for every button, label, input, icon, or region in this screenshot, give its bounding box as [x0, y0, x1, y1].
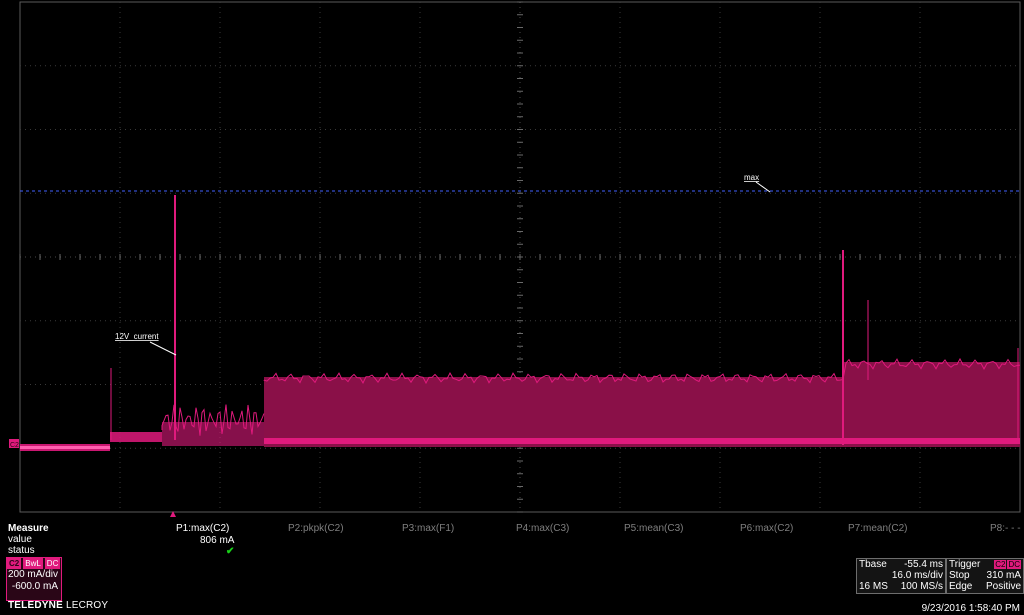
param-label: P4:max(C3): [516, 523, 570, 534]
c2-trace: [20, 195, 1021, 451]
param-label: P6:max(C2): [740, 523, 794, 534]
trigger-descriptor[interactable]: Trigger C2 DC Stop 310 mA Edge Positive: [946, 558, 1024, 594]
param-label: P5:mean(C3): [624, 523, 684, 534]
param-status-check-icon: ✔: [226, 546, 235, 557]
sample-rate: 100 MS/s: [900, 581, 943, 592]
trigger-mode: Stop: [949, 570, 970, 581]
max-cursor-label: max: [744, 173, 759, 182]
channel-name: C2: [7, 558, 22, 569]
trigger-position-marker[interactable]: [170, 511, 176, 517]
ground-marker[interactable]: [9, 439, 19, 448]
param-p1[interactable]: P1:max(C2) 806 mA ✔: [176, 523, 234, 557]
trigger-label: Trigger: [949, 559, 981, 570]
channel-offset: -600.0 mA: [11, 581, 58, 592]
param-label: P8:- - -: [990, 523, 1021, 534]
param-value: 806 mA: [200, 535, 235, 546]
max-cursor-pointer: [755, 181, 771, 193]
param-p7[interactable]: P7:mean(C2): [848, 523, 907, 534]
timebase-descriptor[interactable]: Tbase -55.4 ms 16.0 ms/div 16 MS 100 MS/…: [856, 558, 946, 594]
param-p3[interactable]: P3:max(F1): [402, 523, 454, 534]
bandwidth-limit-badge: BwL: [23, 558, 43, 569]
param-label: P3:max(F1): [402, 523, 455, 534]
trace-label: 12V_current: [115, 332, 159, 341]
channel-descriptor-c2[interactable]: C2 BwL DC 200 mA/div -600.0 mA: [6, 557, 62, 601]
param-label: P7:mean(C2): [848, 523, 908, 534]
timebase-delay: -55.4 ms: [904, 559, 943, 570]
teledyne-lecroy-logo: TELEDYNE LECROY: [8, 600, 108, 611]
timestamp: 9/23/2016 1:58:40 PM: [921, 603, 1020, 614]
param-p5[interactable]: P5:mean(C3): [624, 523, 683, 534]
trigger-level: 310 mA: [986, 570, 1021, 581]
trigger-source-badge: C2: [994, 560, 1007, 569]
sample-count: 16 MS: [859, 581, 888, 592]
volts-per-div: 200 mA/div: [7, 569, 58, 580]
param-p8[interactable]: P8:- - -: [990, 523, 1021, 534]
ground-marker-label: C2: [10, 442, 19, 449]
trigger-slope: Positive: [985, 581, 1021, 592]
param-p2[interactable]: P2:pkpk(C2): [288, 523, 344, 534]
trigger-type: Edge: [949, 581, 973, 592]
brand-lecroy: LECROY: [65, 600, 109, 611]
param-label: P1:max(C2): [176, 523, 230, 534]
time-per-div: 16.0 ms/div: [891, 570, 943, 581]
trace-label-pointer: [149, 341, 177, 356]
trigger-coupling-badge: DC: [1007, 560, 1021, 569]
param-p6[interactable]: P6:max(C2): [740, 523, 793, 534]
measure-labels: Measure value status: [8, 523, 49, 556]
timebase-label: Tbase: [859, 559, 887, 570]
param-label: P2:pkpk(C2): [288, 523, 344, 534]
brand-teledyne: TELEDYNE: [8, 600, 63, 611]
value-label: value: [8, 534, 32, 545]
param-p4[interactable]: P4:max(C3): [516, 523, 569, 534]
status-label: status: [8, 545, 35, 556]
measure-title: Measure: [8, 523, 49, 534]
coupling-badge: DC: [44, 558, 61, 569]
